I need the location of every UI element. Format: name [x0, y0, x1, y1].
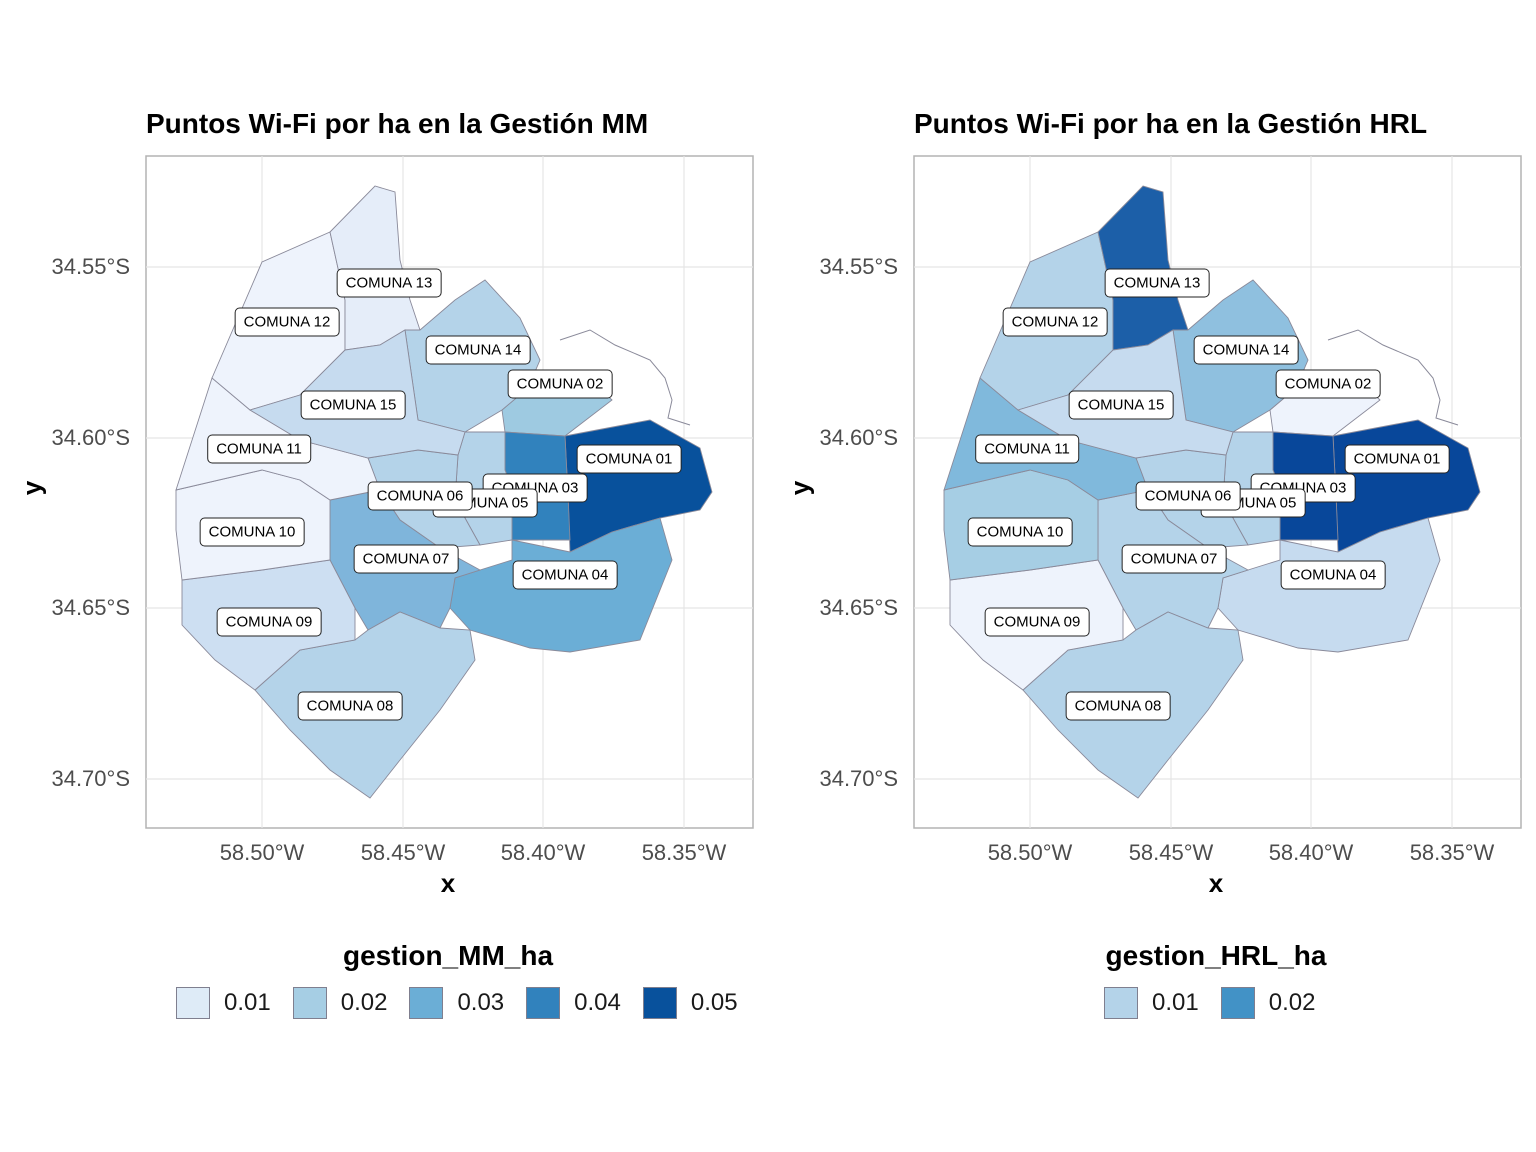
- legend-item: 0.04: [526, 987, 621, 1019]
- legend-item: 0.02: [1220, 987, 1316, 1019]
- panel-title: Puntos Wi-Fi por ha en la Gestión HRL: [914, 108, 1428, 139]
- legend-item: 0.05: [642, 987, 738, 1019]
- comuna-label: COMUNA 06: [1135, 481, 1241, 511]
- legend-item: 0.01: [1104, 987, 1199, 1019]
- comuna-label: COMUNA 07: [353, 544, 459, 574]
- comuna-label: COMUNA 15: [300, 390, 406, 420]
- legend-label: 0.04: [574, 989, 621, 1016]
- x-tick-label: 58.50°W: [219, 840, 305, 865]
- legend-label: 0.01: [224, 989, 271, 1016]
- legend: 0.01 0.02: [1104, 987, 1337, 1019]
- legend-swatch: [292, 987, 327, 1019]
- legend-label: 0.01: [1152, 989, 1199, 1016]
- legend-swatch: [1104, 987, 1138, 1019]
- y-tick-label: 34.55°S: [819, 254, 898, 279]
- legend-title: gestion_MM_ha: [342, 940, 554, 971]
- comuna-label: COMUNA 04: [1280, 560, 1386, 590]
- comuna-label: COMUNA 12: [1002, 307, 1108, 337]
- legend-swatch: [526, 987, 561, 1019]
- y-tick-label: 34.70°S: [819, 766, 898, 791]
- legend-item: 0.03: [409, 987, 504, 1019]
- map-panel-hrl: Puntos Wi-Fi por ha en la Gestión HRL CO…: [768, 0, 1536, 1152]
- comuna-label: COMUNA 09: [984, 607, 1090, 637]
- comuna-label: COMUNA 04: [512, 560, 618, 590]
- comuna-label: COMUNA 02: [1275, 369, 1381, 399]
- comuna-label: COMUNA 08: [1065, 691, 1171, 721]
- comuna-label: COMUNA 02: [507, 369, 613, 399]
- legend-swatch: [1220, 987, 1255, 1019]
- comuna-label: COMUNA 14: [425, 335, 531, 365]
- comuna-label: COMUNA 14: [1193, 335, 1299, 365]
- coastline: [1327, 329, 1459, 426]
- x-axis-title: x: [1208, 868, 1224, 898]
- legend-label: 0.03: [457, 989, 505, 1016]
- x-tick-label: 58.40°W: [500, 840, 586, 865]
- legend-swatch: [176, 987, 210, 1019]
- comuna-label: COMUNA 06: [367, 481, 473, 511]
- legend-swatch: [642, 987, 677, 1019]
- y-tick-label: 34.65°S: [51, 595, 130, 620]
- y-axis-title: y: [16, 480, 47, 496]
- x-tick-label: 58.45°W: [1128, 840, 1214, 865]
- legend-label: 0.02: [1268, 989, 1316, 1016]
- comuna-label: COMUNA 01: [576, 444, 682, 474]
- legend-item: 0.02: [292, 987, 388, 1019]
- y-tick-label: 34.60°S: [819, 425, 898, 450]
- comuna-label: COMUNA 12: [234, 307, 340, 337]
- legend-item: 0.01: [176, 987, 271, 1019]
- comuna-label: COMUNA 13: [336, 268, 442, 298]
- comuna-label: COMUNA 10: [199, 517, 305, 547]
- comuna-label: COMUNA 09: [216, 607, 322, 637]
- legend-title: gestion_HRL_ha: [1105, 940, 1327, 971]
- comuna-label: COMUNA 07: [1121, 544, 1227, 574]
- x-tick-label: 58.35°W: [641, 840, 727, 865]
- legend-swatch: [409, 987, 444, 1019]
- map-plot: [913, 155, 1522, 829]
- comuna-label: COMUNA 01: [1344, 444, 1450, 474]
- x-tick-label: 58.50°W: [987, 840, 1073, 865]
- coastline: [559, 329, 691, 426]
- legend-label: 0.02: [340, 989, 388, 1016]
- panel-title: Puntos Wi-Fi por ha en la Gestión MM: [146, 108, 649, 139]
- comuna-label: COMUNA 08: [297, 691, 403, 721]
- x-tick-label: 58.35°W: [1409, 840, 1495, 865]
- legend-label: 0.05: [690, 989, 738, 1016]
- y-tick-label: 34.55°S: [51, 254, 130, 279]
- y-tick-label: 34.65°S: [819, 595, 898, 620]
- comuna-label: COMUNA 10: [967, 517, 1073, 547]
- x-tick-label: 58.45°W: [360, 840, 446, 865]
- comuna-label: COMUNA 13: [1104, 268, 1210, 298]
- comuna-label: COMUNA 15: [1068, 390, 1174, 420]
- map-panel-mm: Puntos Wi-Fi por ha en la Gestión MM COM…: [16, 108, 760, 1019]
- x-tick-label: 58.40°W: [1268, 840, 1354, 865]
- map-plot: [145, 155, 754, 829]
- comuna-label: COMUNA 11: [207, 434, 311, 464]
- x-axis-title: x: [440, 868, 456, 898]
- legend: 0.01 0.02 0.03 0.04 0.05: [176, 987, 760, 1019]
- comuna-label: COMUNA 11: [975, 434, 1079, 464]
- y-tick-label: 34.70°S: [51, 766, 130, 791]
- y-tick-label: 34.60°S: [51, 425, 130, 450]
- y-axis-title: y: [784, 480, 815, 496]
